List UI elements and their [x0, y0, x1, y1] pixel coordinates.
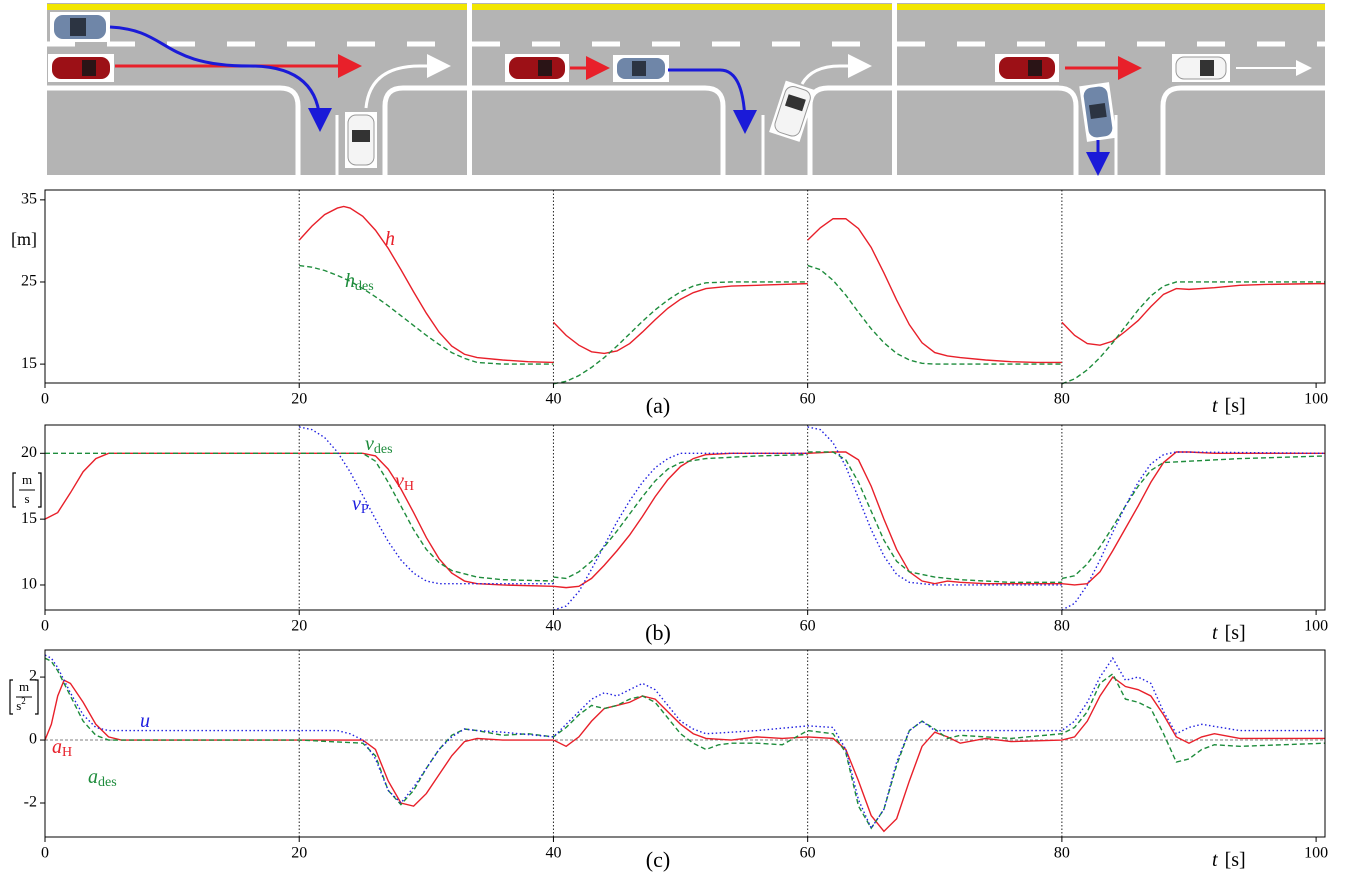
- y-tick-label: 25: [21, 273, 37, 290]
- y-tick-label: -2: [24, 794, 37, 811]
- panel-label: (a): [646, 393, 670, 418]
- scene-3: [897, 3, 1325, 175]
- series-label-name: u: [140, 710, 150, 732]
- series-label-sub: H: [62, 745, 72, 760]
- series-label-sub: des: [98, 775, 117, 790]
- x-axis-label-var: t: [1212, 395, 1218, 417]
- y-tick-label: 15: [21, 355, 37, 372]
- series-label: hdes: [345, 270, 374, 295]
- x-tick-label: 40: [545, 845, 561, 862]
- x-tick-label: 60: [800, 845, 816, 862]
- car-red: [995, 54, 1059, 82]
- series-label-name: h: [345, 270, 355, 292]
- series-label-name: v: [395, 470, 404, 492]
- x-tick-label: 0: [41, 845, 49, 862]
- y-tick-label: 2: [29, 668, 37, 685]
- series-line: [299, 427, 1325, 610]
- series-label-name: h: [385, 228, 395, 250]
- x-tick-label: 100: [1304, 391, 1328, 408]
- series-label: vP: [352, 493, 369, 518]
- y-tick-label: 35: [21, 191, 37, 208]
- series-line: [45, 658, 1325, 828]
- y-axis-label-num: m: [22, 472, 32, 487]
- x-axis-label-unit: [s]: [1225, 622, 1246, 644]
- series-label: vH: [395, 470, 414, 495]
- series-label: u: [140, 710, 150, 732]
- page: hhdes020406080100152535t[s](a)[m]vHvdesv…: [0, 0, 1349, 877]
- x-tick-label: 20: [291, 618, 307, 635]
- car-blue: [50, 12, 110, 42]
- y-axis-label-num: m: [19, 679, 29, 694]
- series-label-sub: H: [404, 479, 414, 494]
- panel-label: (b): [645, 620, 671, 645]
- car-red: [48, 54, 114, 82]
- x-axis-label-var: t: [1212, 849, 1218, 871]
- car-blue: [613, 55, 669, 82]
- series-line: [45, 655, 1325, 828]
- car-white: [345, 112, 377, 168]
- series-label-sub: des: [374, 442, 393, 457]
- series-label: h: [385, 228, 395, 250]
- series-line: [299, 206, 1325, 362]
- series-line: [45, 677, 1325, 831]
- x-tick-label: 40: [545, 391, 561, 408]
- car-red: [505, 54, 569, 82]
- x-axis-label-unit: [s]: [1225, 395, 1246, 417]
- x-axis-label-unit: [s]: [1225, 849, 1246, 871]
- x-tick-label: 40: [545, 618, 561, 635]
- x-tick-label: 20: [291, 845, 307, 862]
- series-line: [45, 452, 1325, 582]
- x-tick-label: 60: [800, 391, 816, 408]
- y-axis-label: [m]: [11, 229, 37, 249]
- series-label-sub: P: [361, 502, 369, 517]
- x-axis-label: t [s]: [1212, 622, 1246, 644]
- x-axis-label: t [s]: [1212, 395, 1246, 417]
- y-tick-label: 0: [29, 731, 37, 748]
- x-tick-label: 20: [291, 391, 307, 408]
- plot-frame: [45, 190, 1325, 383]
- car-white: [1172, 54, 1230, 82]
- series-label-name: a: [88, 766, 98, 788]
- figure: hhdes020406080100152535t[s](a)[m]vHvdesv…: [0, 0, 1349, 877]
- series-label: ades: [88, 766, 117, 791]
- series-line: [45, 452, 1325, 588]
- scene-2: [472, 3, 892, 175]
- y-tick-label: 15: [21, 510, 37, 527]
- series-label-name: v: [352, 493, 361, 515]
- y-axis-label-den-base: s: [24, 491, 29, 506]
- y-tick-label: 10: [21, 576, 37, 593]
- x-tick-label: 60: [800, 618, 816, 635]
- y-axis-label-den: s: [24, 491, 29, 506]
- y-axis-label-den: s2: [16, 696, 26, 713]
- series-label: aH: [52, 736, 72, 761]
- y-axis-label-den-exp: 2: [21, 696, 26, 706]
- x-tick-label: 80: [1054, 391, 1070, 408]
- x-tick-label: 80: [1054, 618, 1070, 635]
- series-label-name: v: [365, 433, 374, 455]
- x-tick-label: 100: [1304, 618, 1328, 635]
- x-tick-label: 0: [41, 618, 49, 635]
- series-label-sub: des: [355, 279, 374, 294]
- x-tick-label: 100: [1304, 845, 1328, 862]
- x-tick-label: 0: [41, 391, 49, 408]
- panel-label: (c): [646, 847, 670, 872]
- x-axis-label: t [s]: [1212, 849, 1246, 871]
- x-tick-label: 80: [1054, 845, 1070, 862]
- series-label: vdes: [365, 433, 393, 458]
- series-label-name: a: [52, 736, 62, 758]
- scene-1: [47, 3, 467, 175]
- y-tick-label: 20: [21, 444, 37, 461]
- x-axis-label-var: t: [1212, 622, 1218, 644]
- series-line: [299, 266, 1325, 384]
